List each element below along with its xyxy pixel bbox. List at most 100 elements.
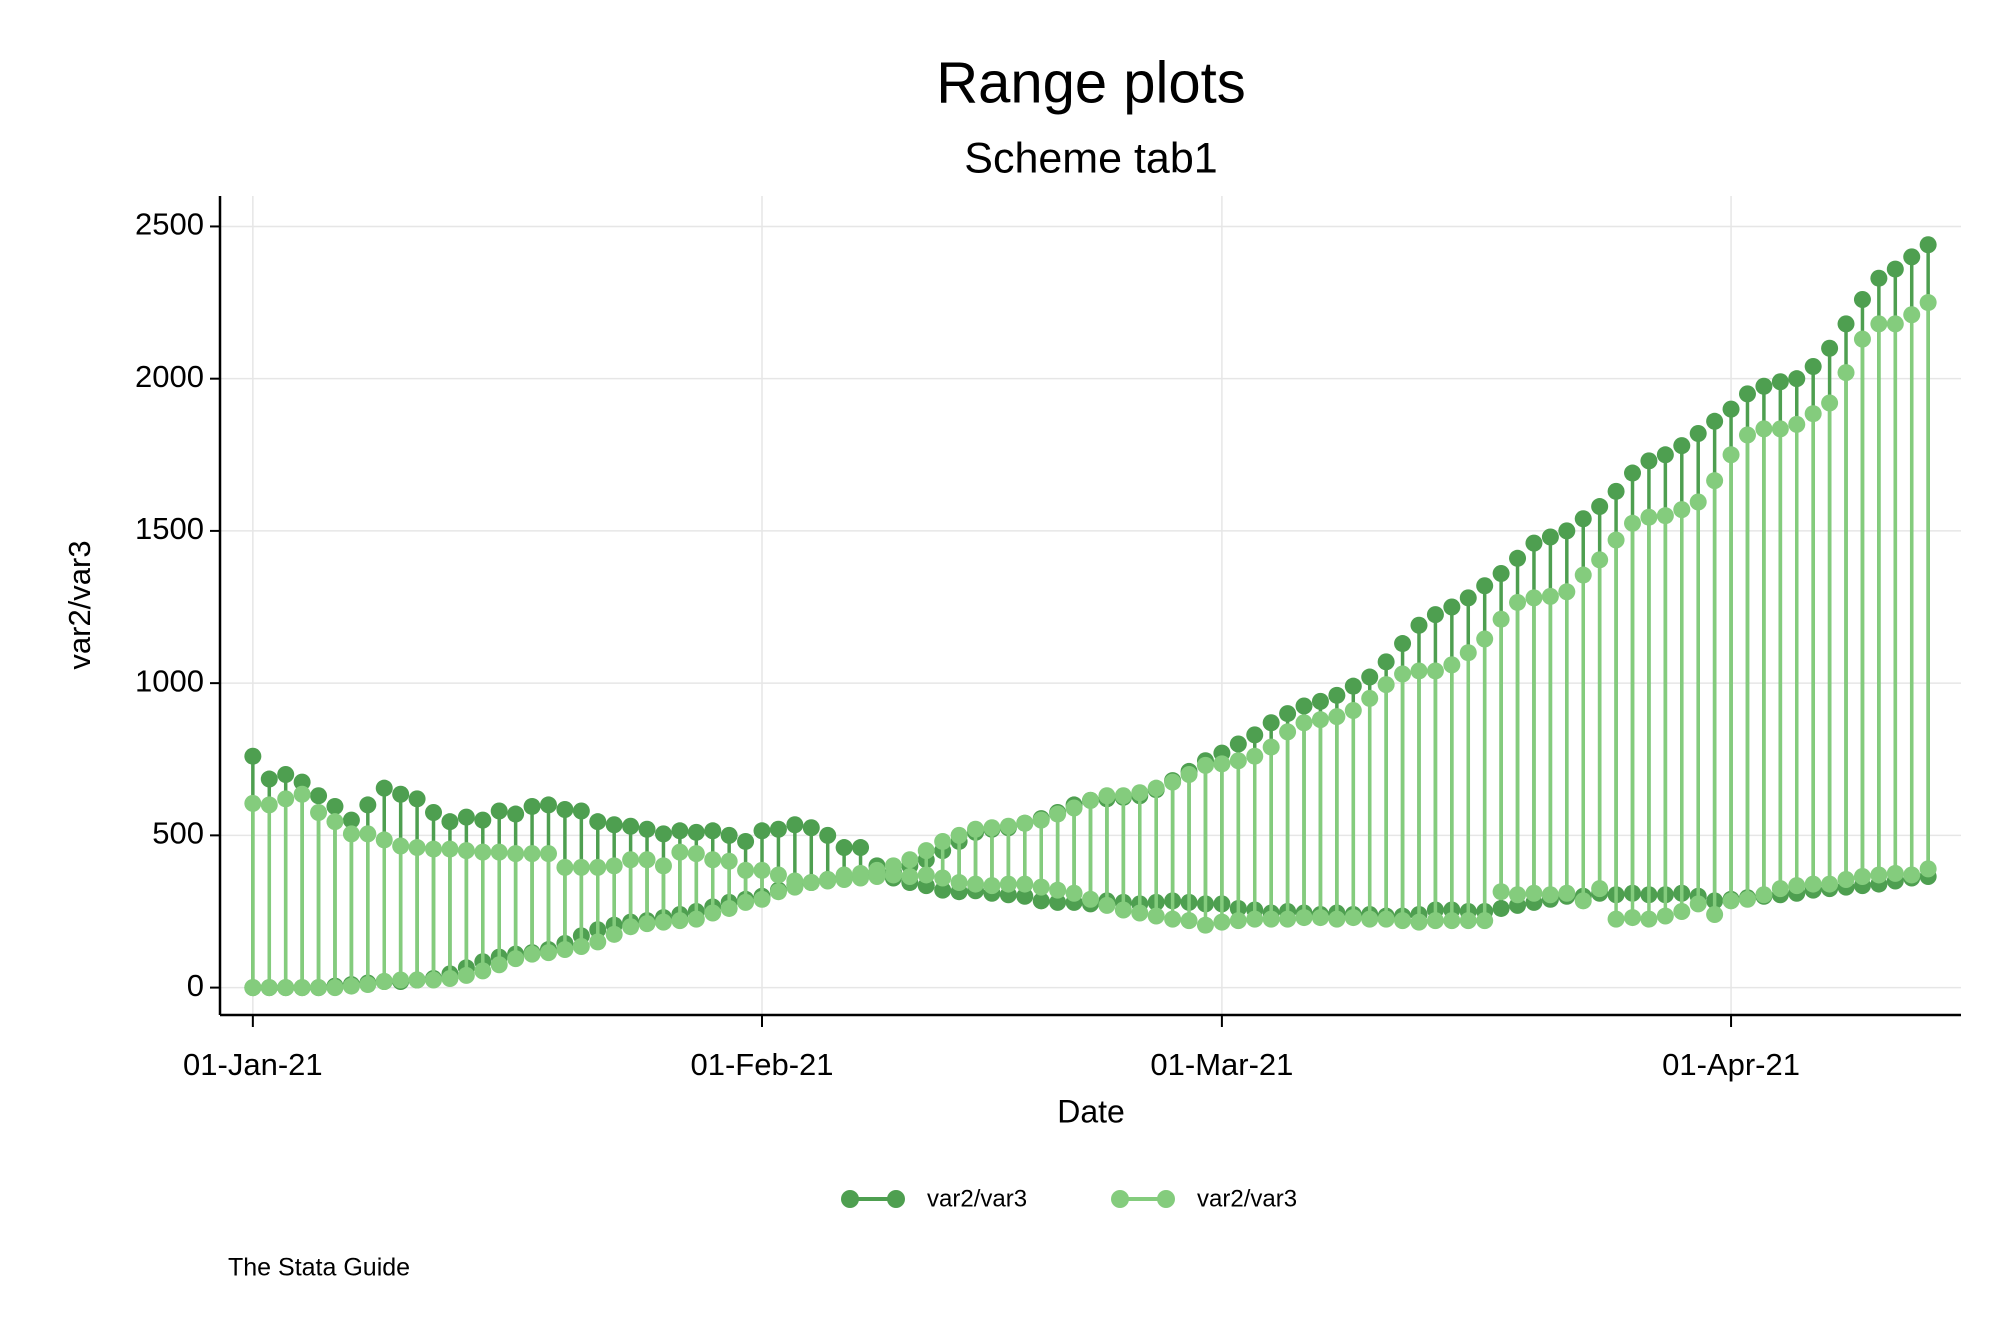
- range-end: [720, 899, 738, 917]
- y-tick-label: 1500: [135, 511, 204, 546]
- range-end: [1788, 370, 1806, 388]
- range-end: [1804, 357, 1822, 375]
- range-end: [1246, 910, 1264, 928]
- range-end: [1082, 791, 1099, 809]
- range-end: [457, 842, 475, 860]
- range-end: [1426, 662, 1444, 680]
- range-end: [852, 864, 870, 882]
- range-end: [999, 875, 1017, 893]
- range-end: [1722, 400, 1740, 418]
- range-end: [638, 820, 656, 838]
- range-end: [1492, 610, 1510, 628]
- range-end: [474, 843, 492, 861]
- range-end: [819, 871, 837, 889]
- range-end: [1147, 907, 1165, 925]
- range-end: [901, 851, 919, 869]
- range-end: [1344, 909, 1362, 927]
- range-end: [523, 797, 541, 815]
- range-end: [1738, 385, 1756, 403]
- range-end: [1853, 867, 1871, 885]
- range-end: [704, 822, 722, 840]
- range-end: [1788, 877, 1806, 895]
- range-end: [1919, 236, 1937, 254]
- x-tick-label: 01-Feb-21: [690, 1047, 833, 1082]
- range-end: [802, 874, 820, 892]
- range-end: [375, 973, 393, 991]
- range-end: [326, 797, 344, 815]
- x-tick-label: 01-Jan-21: [183, 1047, 323, 1082]
- range-end: [687, 910, 705, 928]
- range-end: [1656, 446, 1674, 464]
- x-tick-label: 01-Apr-21: [1662, 1047, 1800, 1082]
- range-end: [622, 918, 640, 936]
- range-end: [310, 804, 328, 822]
- range-end: [1131, 784, 1149, 802]
- range-end: [1574, 892, 1592, 910]
- range-end: [1640, 452, 1658, 470]
- range-end: [671, 912, 689, 930]
- range-end: [1311, 711, 1329, 729]
- range-end: [490, 802, 508, 820]
- range-end: [507, 950, 525, 968]
- range-end: [457, 808, 475, 826]
- range-end: [1525, 884, 1543, 902]
- range-end: [1476, 912, 1494, 930]
- range-end: [1837, 315, 1855, 333]
- range-end: [1919, 294, 1937, 312]
- range-end: [1755, 886, 1773, 904]
- range-end: [704, 904, 722, 922]
- range-end: [1295, 714, 1313, 732]
- range-end: [1738, 890, 1756, 908]
- range-end: [556, 858, 574, 876]
- range-end: [392, 837, 410, 855]
- range-end: [1114, 787, 1132, 805]
- range-end: [539, 796, 557, 814]
- range-end: [326, 979, 344, 997]
- range-end: [392, 785, 410, 803]
- range-end: [753, 890, 771, 908]
- range-end: [1541, 587, 1559, 605]
- range-end: [638, 915, 656, 933]
- range-end: [474, 962, 492, 980]
- range-end: [737, 832, 755, 850]
- y-tick-label: 1000: [135, 663, 204, 698]
- range-end: [1541, 886, 1559, 904]
- legend-marker: [1157, 1190, 1175, 1208]
- range-end: [589, 933, 607, 951]
- range-end: [1279, 910, 1297, 928]
- range-end: [1656, 507, 1674, 525]
- range-end: [1262, 714, 1280, 732]
- range-end: [1607, 910, 1625, 928]
- range-end: [1065, 884, 1083, 902]
- range-end: [310, 787, 328, 805]
- range-end: [293, 979, 311, 997]
- range-end: [293, 785, 311, 803]
- range-end: [950, 826, 968, 844]
- range-end: [244, 794, 262, 812]
- range-end: [884, 857, 902, 875]
- legend-label: var2/var3: [927, 1185, 1027, 1212]
- range-end: [1410, 913, 1428, 931]
- range-end: [1098, 896, 1116, 914]
- range-end: [1624, 909, 1642, 927]
- range-end: [1410, 662, 1428, 680]
- y-tick-label: 0: [187, 968, 204, 1003]
- range-end: [605, 925, 623, 943]
- range-end: [1574, 566, 1592, 584]
- y-axis-label: var2/var3: [62, 540, 97, 669]
- range-end: [901, 867, 919, 885]
- range-end: [622, 817, 640, 835]
- range-end: [1689, 493, 1707, 511]
- range-end: [1509, 593, 1527, 611]
- range-end: [983, 819, 1001, 837]
- range-end: [1229, 912, 1247, 930]
- range-end: [1328, 910, 1346, 928]
- range-end: [1738, 426, 1756, 444]
- range-end: [359, 796, 377, 814]
- range-end: [1525, 589, 1543, 607]
- range-end: [654, 857, 672, 875]
- range-end: [1262, 738, 1280, 756]
- legend-marker: [841, 1190, 859, 1208]
- range-end: [1804, 405, 1822, 423]
- range-end: [1246, 726, 1264, 744]
